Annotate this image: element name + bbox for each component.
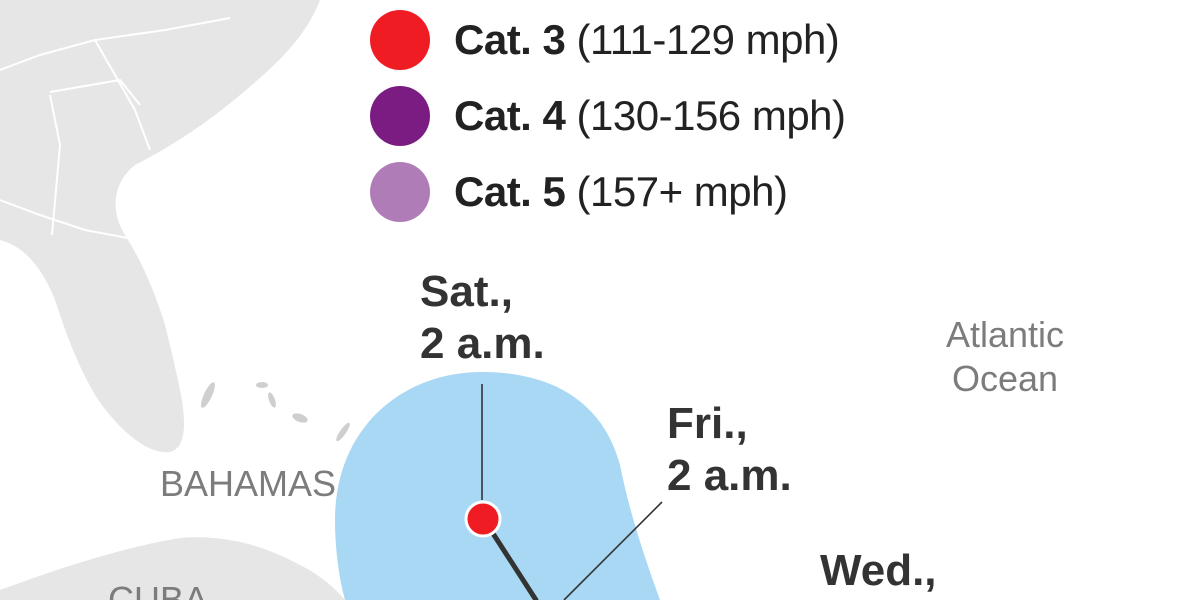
atlantic-line1: Atlantic [946, 314, 1065, 355]
saturday-time-label: Sat., 2 a.m. [420, 266, 545, 370]
atlantic-ocean-label: Atlantic Ocean [946, 313, 1064, 401]
legend-category: Cat. 4 [454, 92, 566, 139]
legend-dot-cat5 [370, 162, 430, 222]
legend-range: (157+ mph) [576, 168, 788, 215]
legend-item-cat4: Cat. 4 (130-156 mph) [370, 86, 846, 146]
legend-item-cat5: Cat. 5 (157+ mph) [370, 162, 788, 222]
us-southeast-landmass [0, 0, 320, 453]
legend-dot-cat3 [370, 10, 430, 70]
wednesday-time-label: Wed., [820, 545, 937, 597]
wednesday-day: Wed., [820, 546, 937, 595]
legend-dot-cat4 [370, 86, 430, 146]
friday-leader-line [563, 501, 663, 600]
friday-time: 2 a.m. [667, 451, 792, 500]
storm-position-marker [464, 500, 502, 538]
friday-time-label: Fri., 2 a.m. [667, 398, 792, 502]
forecast-cone [335, 372, 660, 600]
cuba-landmass [0, 537, 345, 600]
saturday-time: 2 a.m. [420, 319, 545, 368]
cuba-label: CUBA [108, 579, 209, 600]
legend-item-cat3: Cat. 3 (111-129 mph) [370, 10, 840, 70]
atlantic-line2: Ocean [951, 358, 1059, 399]
legend-range: (111-129 mph) [576, 16, 840, 63]
legend-range: (130-156 mph) [576, 92, 846, 139]
saturday-day: Sat., [420, 267, 513, 316]
state-border-lines [0, 17, 231, 239]
legend-category: Cat. 3 [454, 16, 566, 63]
friday-day: Fri., [667, 399, 748, 448]
bahamas-label: BAHAMAS [160, 463, 337, 504]
legend-category: Cat. 5 [454, 168, 566, 215]
